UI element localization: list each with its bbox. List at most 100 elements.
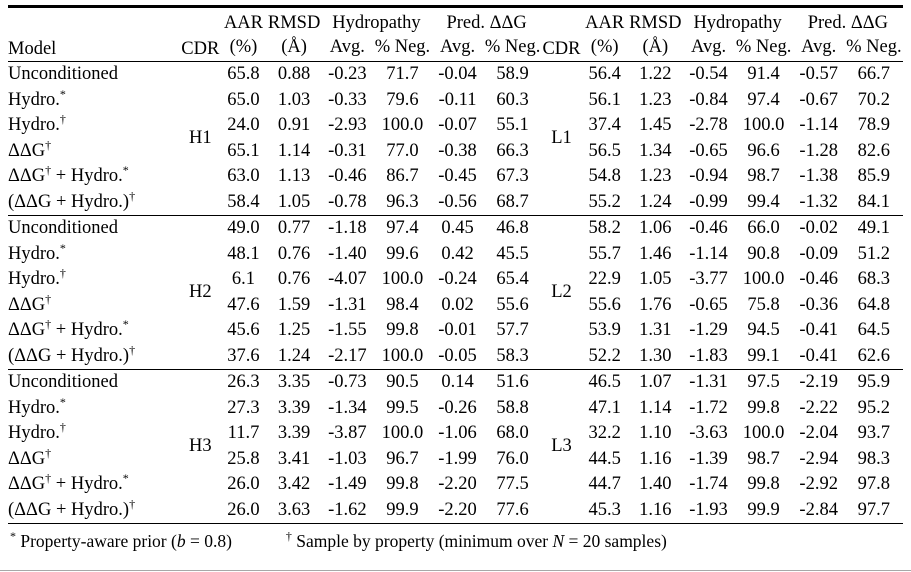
metric-cell: 62.6 [857, 345, 891, 366]
metric-cell: -1.32 [799, 191, 838, 212]
metric-cell: 99.8 [747, 397, 780, 418]
table-row: Hydro.* 65.0 1.03 -0.33 79.6 -0.11 60.3 56.1 1.2… [8, 86, 903, 114]
metric-cell: -1.39 [689, 448, 728, 469]
metric-cell: -0.02 [799, 218, 838, 238]
page-bottom-rule [0, 570, 911, 571]
table-header: Model CDR AAR RMSD Hydropathy Pred. ΔΔG … [8, 7, 903, 62]
metric-cell: 56.5 [588, 140, 621, 161]
metric-cell: 1.07 [639, 372, 672, 392]
metric-cell: -0.36 [799, 294, 838, 315]
table-row: Unconditioned H3 26.3 3.35 -0.73 90.5 0.14 51.6… [8, 370, 903, 456]
metric-cell: -0.57 [799, 64, 838, 84]
asterisk-marker: * [59, 86, 66, 101]
metric-cell: 1.16 [639, 499, 672, 520]
metric-cell: 68.0 [496, 423, 529, 443]
metric-cell: -1.28 [799, 140, 838, 161]
metric-cell: 1.13 [277, 166, 311, 186]
metric-cell: -0.99 [689, 191, 728, 212]
metric-cell: 1.40 [639, 474, 672, 494]
metric-cell: -0.38 [438, 140, 477, 161]
metric-cell: 0.88 [277, 64, 311, 84]
metric-cell: -1.55 [328, 320, 367, 340]
metric-cell: 3.39 [277, 397, 311, 418]
metric-cell: 99.8 [386, 320, 419, 340]
table-row: (ΔΔG + Hydro.)† 58.4 1.05 -0.78 96.3 -0.56 68.… [8, 189, 903, 216]
metric-cell: 55.7 [588, 243, 621, 264]
metric-cell: 1.03 [277, 89, 311, 110]
table-row: ΔΔG† + Hydro.* 26.0 3.42 -1.49 99.8 -2.20 77.5… [8, 472, 903, 498]
metric-cell: 78.9 [857, 115, 891, 135]
metric-cell: 1.06 [639, 218, 672, 238]
table-row: Hydro.* 48.1 0.76 -1.40 99.6 0.42 45.5 55.7 1.46… [8, 240, 903, 268]
metric-cell: 0.42 [441, 243, 474, 264]
metric-cell: 1.05 [639, 269, 672, 289]
header-pred-ddg-right: Pred. ΔΔG [807, 13, 889, 33]
metric-cell: -0.94 [689, 166, 728, 186]
metric-cell: -0.05 [438, 345, 477, 366]
metric-cell: -0.78 [328, 191, 367, 212]
metric-cell: 1.31 [639, 320, 672, 340]
metric-cell: -1.93 [689, 499, 728, 520]
metric-cell: 49.0 [227, 218, 260, 238]
metric-cell: -0.04 [438, 64, 477, 84]
model-label: Unconditioned [8, 372, 118, 392]
header-aar-right: AAR [585, 13, 625, 33]
metric-cell: 67.3 [496, 166, 529, 186]
model-label: Hydro.† [8, 419, 66, 443]
model-label: Hydro.* [8, 240, 66, 264]
metric-cell: 93.7 [857, 423, 891, 443]
header-pred-avg-left: Avg. [439, 37, 476, 57]
model-label: ΔΔG† [8, 137, 52, 161]
metric-cell: 53.9 [588, 320, 621, 340]
metric-cell: 0.76 [277, 269, 311, 289]
metric-cell: 58.2 [588, 218, 621, 238]
cdr-label-right: L1 [551, 127, 572, 148]
model-label: ΔΔG† + Hydro.* [8, 316, 129, 340]
metric-cell: 98.4 [386, 294, 419, 315]
metric-cell: 0.77 [277, 218, 311, 238]
metric-cell: -4.07 [328, 269, 367, 289]
table-row: ΔΔG† 47.6 1.59 -1.31 98.4 0.02 55.6 55.6 1.76 -0.… [8, 291, 903, 319]
metric-cell: 48.1 [227, 243, 260, 264]
metric-cell: 47.1 [588, 397, 621, 418]
metric-cell: -1.74 [689, 474, 728, 494]
table-row: (ΔΔG + Hydro.)† 37.6 1.24 -2.17 100.0 -0.05 58… [8, 343, 903, 370]
metric-cell: 6.1 [231, 269, 256, 289]
footnote-sample: † Sample by property (minimum over N = 2… [285, 529, 667, 551]
metric-cell: -1.14 [799, 115, 838, 135]
metric-cell: -1.83 [689, 345, 728, 366]
metric-cell: 99.8 [386, 474, 419, 494]
model-label: ΔΔG† + Hydro.* [8, 162, 129, 186]
metric-cell: 99.1 [747, 345, 780, 366]
table-row: Unconditioned H1 65.8 0.88 -0.23 71.7 -0.04 58.… [8, 62, 903, 148]
table-row: Hydro.† 6.1 0.76 -4.07 100.0 -0.24 65.4 22.9 1.0… [8, 267, 903, 293]
metric-cell: 1.76 [639, 294, 672, 315]
metric-cell: 77.0 [386, 140, 419, 161]
metric-cell: 75.8 [747, 294, 780, 315]
metric-cell: 58.8 [496, 397, 529, 418]
metric-cell: 58.3 [496, 345, 529, 366]
header-pred-neg-left: % Neg. [484, 37, 541, 57]
metric-cell: -0.01 [438, 320, 477, 340]
asterisk-marker: * [10, 529, 16, 544]
metric-cell: 71.7 [386, 64, 419, 84]
metric-cell: 0.91 [277, 115, 311, 135]
dagger-marker: † [45, 291, 52, 306]
metric-cell: 82.6 [857, 140, 891, 161]
metric-cell: 0.45 [441, 218, 474, 238]
metric-cell: 26.0 [227, 474, 260, 494]
dagger-marker: † [45, 162, 52, 177]
table-footnotes: * Property-aware prior (b = 0.8) † Sampl… [8, 524, 903, 553]
metric-cell: -0.45 [438, 166, 477, 186]
metric-cell: -0.41 [799, 320, 838, 340]
metric-cell: -0.84 [689, 89, 728, 110]
dagger-marker: † [59, 111, 66, 126]
metric-cell: -2.78 [689, 115, 728, 135]
metric-cell: 1.16 [639, 448, 672, 469]
metric-cell: 97.8 [857, 474, 891, 494]
metric-cell: -3.77 [689, 269, 728, 289]
metric-cell: 97.5 [747, 372, 780, 392]
header-hyd-avg-right: Avg. [690, 37, 727, 57]
metric-cell: 100.0 [381, 269, 424, 289]
metric-cell: 3.41 [277, 448, 311, 469]
